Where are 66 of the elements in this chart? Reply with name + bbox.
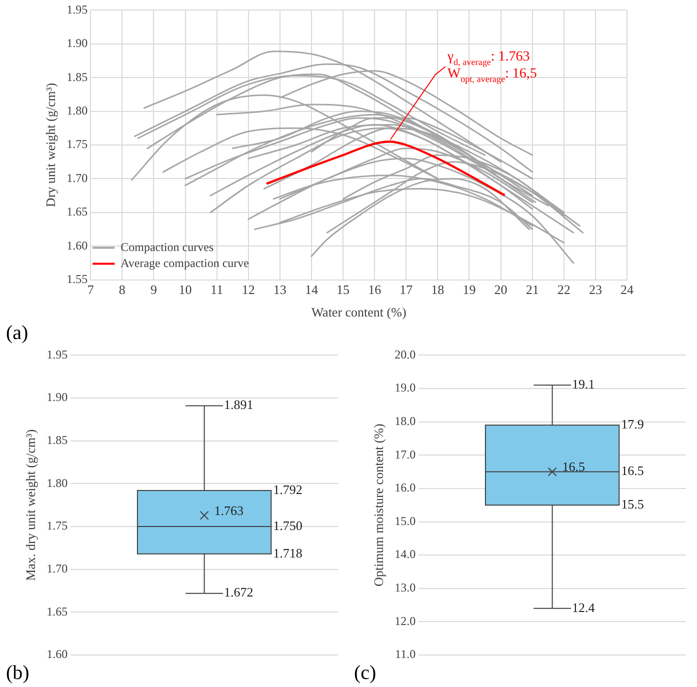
y-axis-title: Dry unit weight (g/cm³) [43, 82, 58, 208]
y-axis-title: Max. dry unit weight (g/cm³) [23, 429, 38, 581]
y-tick-label: 1.90 [46, 390, 68, 404]
y-tick-label: 14.0 [394, 547, 416, 562]
x-tick-label: 9 [150, 282, 157, 298]
y-tick-label: 1.80 [46, 476, 68, 490]
legend-label: Compaction curves [120, 240, 214, 254]
x-tick-label: 13 [273, 282, 286, 298]
y-tick-label: 15.0 [394, 514, 416, 528]
y-tick-label: 13.0 [394, 580, 416, 595]
x-tick-label: 19 [462, 282, 476, 298]
y-tick-label: 1.70 [46, 562, 68, 576]
y-tick-label: 1.60 [66, 238, 88, 252]
y-tick-label: 1.55 [66, 272, 88, 286]
text: (a) [6, 322, 28, 344]
annotation: 1.672 [224, 584, 254, 600]
x-tick-label: 11 [210, 282, 224, 298]
annotation: 1.891 [224, 397, 254, 412]
x-tick-label: 7 [87, 282, 94, 298]
y-tick-label: 1.60 [46, 647, 68, 662]
y-tick-label: 19.0 [394, 380, 416, 395]
x-tick-label: 12 [242, 282, 255, 298]
y-tick-label: 16.0 [394, 480, 416, 495]
y-tick-label: 1.65 [66, 204, 88, 219]
annotation: 16.5 [621, 463, 644, 478]
x-tick-label: 18 [431, 282, 444, 298]
x-axis-title: Water content (%) [311, 304, 406, 320]
y-tick-label: 1.90 [66, 36, 88, 50]
x-tick-label: 16 [368, 282, 382, 298]
text: (c) [354, 662, 376, 684]
y-tick-label: 1.85 [46, 433, 68, 448]
x-tick-label: 14 [304, 282, 318, 298]
text: (b) [6, 662, 30, 684]
annotation: 1.792 [273, 482, 302, 497]
y-axis-title: Optimum moisture content (%) [371, 424, 386, 587]
annotation: 15.5 [621, 496, 644, 512]
x-tick-label: 20 [494, 282, 508, 298]
x-tick-label: 23 [588, 282, 602, 298]
y-tick-label: 1.85 [66, 70, 88, 84]
annotation: 19.1 [572, 376, 595, 392]
annotation: 1.718 [273, 545, 302, 560]
x-tick-label: 10 [178, 282, 192, 298]
x-tick-label: 21 [526, 282, 539, 298]
x-tick-label: 22 [557, 282, 570, 298]
x-tick-label: 24 [620, 282, 634, 298]
annotation: 17.9 [621, 416, 644, 432]
y-tick-label: 17.0 [394, 447, 416, 462]
annotation: 12.4 [572, 600, 596, 615]
annotation: 16.5 [562, 459, 586, 474]
x-tick-label: 15 [336, 282, 350, 298]
annotation: 1.750 [273, 518, 302, 533]
y-tick-label: 1.75 [46, 518, 68, 533]
y-tick-label: 18.0 [394, 414, 416, 428]
y-tick-label: 12.0 [394, 614, 416, 628]
y-tick-label: 1.70 [66, 170, 88, 185]
x-tick-label: 8 [118, 282, 126, 298]
y-tick-label: 1.65 [46, 604, 68, 618]
legend-label: Average compaction curve [120, 256, 249, 270]
x-tick-label: 17 [400, 282, 414, 298]
y-tick-label: 20.0 [394, 347, 416, 362]
y-tick-label: 1.80 [66, 103, 88, 118]
annotation: 1.763 [214, 502, 244, 518]
y-tick-label: 1.95 [66, 2, 88, 16]
y-tick-label: 1.75 [66, 137, 88, 152]
y-tick-label: 11.0 [395, 647, 416, 662]
y-tick-label: 1.95 [46, 347, 68, 362]
